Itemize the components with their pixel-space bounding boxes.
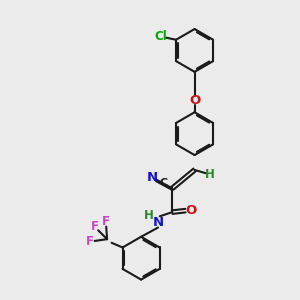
Text: O: O xyxy=(185,204,196,217)
Text: Cl: Cl xyxy=(154,30,167,43)
Text: H: H xyxy=(205,168,215,181)
Text: N: N xyxy=(146,171,158,184)
Text: F: F xyxy=(102,215,110,228)
Text: C: C xyxy=(160,178,168,188)
Text: F: F xyxy=(86,235,94,248)
Text: F: F xyxy=(91,220,99,233)
Text: N: N xyxy=(152,216,164,229)
Text: H: H xyxy=(144,208,154,222)
Text: O: O xyxy=(189,94,200,107)
